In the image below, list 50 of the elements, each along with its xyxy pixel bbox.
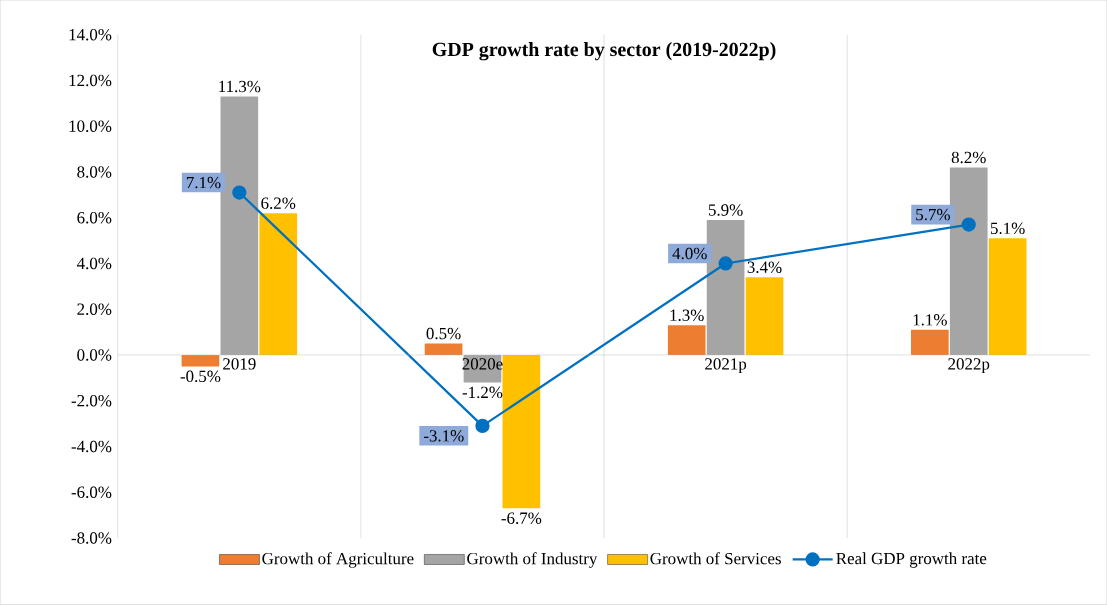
bar (502, 355, 541, 509)
y-tick-label: 4.0% (76, 257, 112, 270)
y-tick-label: -8.0% (71, 532, 112, 544)
legend-label: Growth of Agriculture (262, 552, 414, 568)
x-tick-label: 2021p (705, 358, 747, 374)
bar (988, 238, 1027, 356)
data-label: 5.1% (990, 222, 1025, 235)
bar (667, 325, 706, 356)
point (718, 256, 733, 271)
data-label: -6.7% (501, 512, 542, 525)
y-tick-label: -4.0% (71, 440, 112, 453)
point (232, 185, 247, 200)
data-label: -0.5% (180, 370, 221, 383)
data-label: 3.4% (747, 261, 782, 274)
x-tick-label: 2022p (948, 358, 990, 374)
data-label: 0.5% (426, 327, 461, 340)
x-tick-label: 2019 (223, 358, 256, 370)
data-label: 4.0% (672, 247, 707, 260)
bar (911, 329, 949, 356)
bar (706, 220, 745, 356)
data-label: 11.3% (219, 80, 261, 93)
y-tick-label: 6.0% (77, 212, 112, 224)
y-tick-label: 8.0% (77, 166, 112, 178)
y-tick-label: 0.0% (77, 349, 112, 361)
x-tick-label: 2020e (462, 358, 503, 370)
y-tick-label: 12.0% (69, 74, 112, 87)
data-label: 7.1% (186, 176, 221, 189)
bar (745, 277, 784, 356)
data-label: 5.7% (916, 209, 950, 221)
y-tick-label: 10.0% (69, 120, 112, 133)
y-tick-label: 2.0% (77, 303, 112, 316)
y-tick-label: -2.0% (71, 395, 112, 407)
data-label: -1.2% (462, 386, 503, 399)
y-tick-label: -6.0% (71, 486, 112, 499)
data-label: 6.2% (261, 197, 296, 210)
data-label: 1.1% (913, 314, 947, 326)
bar (220, 96, 259, 356)
data-label: 5.9% (708, 204, 743, 216)
legend-label: Growth of Services (650, 552, 781, 565)
data-label: -3.1% (423, 430, 464, 442)
bar (949, 167, 988, 356)
bar (259, 213, 298, 356)
legend-label: Growth of Industry (467, 552, 598, 568)
chart-title: GDP growth rate by sector (2019-2022p) (432, 42, 776, 61)
data-label: 8.2% (951, 151, 986, 164)
point (961, 217, 976, 232)
legend-label: Real GDP growth rate (836, 552, 987, 568)
y-tick-label: 14.0% (69, 29, 112, 41)
point (475, 418, 490, 434)
data-label: 1.3% (670, 309, 704, 322)
